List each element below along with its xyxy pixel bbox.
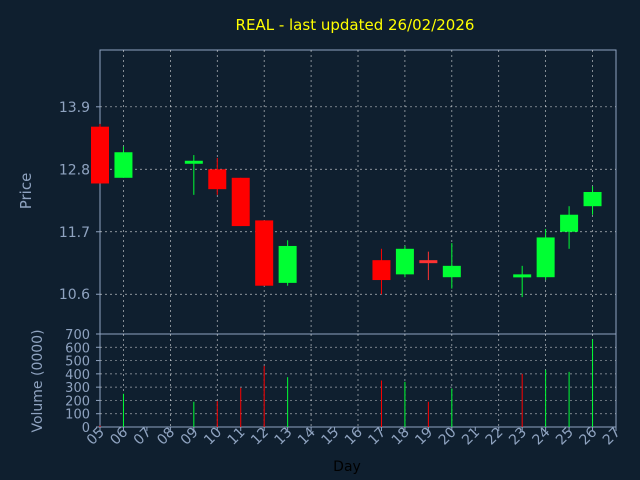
candle-body bbox=[278, 245, 297, 283]
day-tick-label: 17 bbox=[365, 425, 389, 449]
day-tick-label: 21 bbox=[459, 425, 483, 449]
candle bbox=[513, 265, 532, 298]
day-tick-label: 20 bbox=[436, 425, 460, 449]
candle-body bbox=[114, 152, 133, 178]
candle-body bbox=[513, 274, 532, 278]
day-tick-label: 06 bbox=[107, 424, 131, 448]
day-tick-label: 24 bbox=[530, 424, 554, 448]
candle bbox=[583, 186, 602, 215]
candle bbox=[442, 243, 461, 289]
candle bbox=[208, 157, 227, 195]
candle bbox=[419, 251, 438, 281]
volume-tick-label: 700 bbox=[65, 328, 90, 343]
day-tick-label: 11 bbox=[225, 425, 249, 449]
candle-body bbox=[442, 265, 461, 278]
candle-body bbox=[91, 126, 109, 184]
candle bbox=[231, 177, 250, 227]
volume-axis-label: Volume (0000) bbox=[30, 329, 46, 432]
day-axis-label: Day bbox=[333, 459, 361, 475]
volume-tick-label: 200 bbox=[65, 394, 90, 409]
candle bbox=[560, 206, 579, 249]
day-tick-label: 10 bbox=[201, 425, 225, 449]
volume-tick-label: 600 bbox=[65, 341, 90, 356]
day-tick-label: 22 bbox=[483, 425, 507, 449]
day-axis: 05 06 07 08 09 10 11 12 13 14 15 16 17 18 19 20 21 22 23 24… bbox=[84, 424, 624, 448]
price-panel: 10.6 11.7 12.8 13.9 bbox=[59, 49, 617, 335]
price-tick-label: 11.7 bbox=[59, 225, 90, 241]
day-tick-label: 08 bbox=[154, 425, 178, 449]
candle-body bbox=[583, 192, 602, 207]
day-tick-label: 14 bbox=[295, 424, 319, 448]
day-tick-label: 12 bbox=[248, 425, 272, 449]
day-tick-label: 25 bbox=[553, 425, 577, 449]
candle bbox=[255, 220, 274, 286]
candle-body bbox=[536, 237, 555, 278]
price-axis-label: Price bbox=[17, 173, 35, 210]
candle-body bbox=[560, 214, 579, 232]
day-tick-label: 26 bbox=[576, 424, 600, 448]
day-tick-label: 19 bbox=[412, 425, 436, 449]
price-tick-label: 13.9 bbox=[59, 100, 90, 116]
chart-title: REAL - last updated 26/02/2026 bbox=[236, 16, 475, 34]
price-tick-label: 12.8 bbox=[59, 162, 90, 178]
candle bbox=[278, 240, 297, 286]
candle-body bbox=[255, 220, 274, 286]
candle bbox=[114, 146, 133, 178]
volume-tick-label: 0 bbox=[82, 421, 90, 436]
candle bbox=[91, 123, 109, 184]
price-tick-label: 10.6 bbox=[59, 287, 90, 303]
day-tick-label: 09 bbox=[178, 425, 202, 449]
day-tick-label: 23 bbox=[506, 425, 530, 449]
day-tick-label: 13 bbox=[272, 425, 296, 449]
volume-tick-label: 400 bbox=[65, 368, 90, 383]
candle-body bbox=[395, 248, 414, 275]
candle-body bbox=[372, 260, 391, 281]
volume-tick-label: 500 bbox=[65, 355, 90, 370]
day-tick-label: 27 bbox=[600, 425, 624, 449]
candle-body bbox=[184, 160, 203, 164]
day-tick-label: 16 bbox=[342, 424, 366, 448]
candle-body bbox=[231, 177, 250, 227]
candle-body bbox=[208, 169, 227, 190]
day-tick-label: 18 bbox=[389, 425, 413, 449]
day-tick-label: 15 bbox=[318, 425, 342, 449]
candle bbox=[184, 155, 203, 195]
volume-tick-label: 300 bbox=[65, 381, 90, 396]
candle bbox=[372, 248, 391, 295]
candle bbox=[395, 245, 414, 278]
volume-tick-label: 100 bbox=[65, 408, 90, 423]
candle bbox=[536, 228, 555, 281]
day-tick-label: 07 bbox=[131, 425, 155, 449]
candle-body bbox=[419, 260, 438, 264]
